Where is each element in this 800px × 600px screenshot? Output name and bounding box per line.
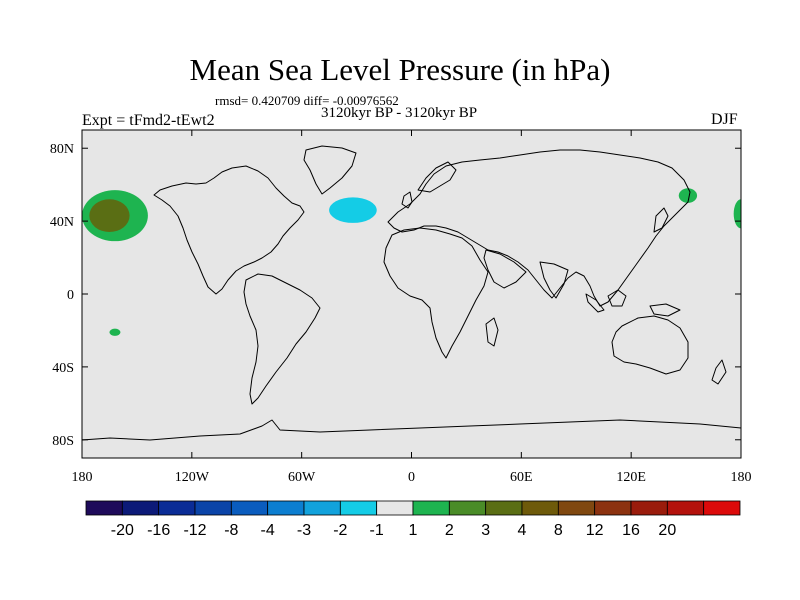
colorbar-swatch: [230, 500, 269, 516]
colorbar-label: -8: [224, 522, 238, 539]
experiment-label: Expt = tFmd2-tEwt2: [82, 112, 215, 129]
colorbar-swatch: [666, 500, 705, 516]
coastline-south-america: [243, 273, 321, 405]
x-tick-label: 0: [408, 470, 415, 485]
season-label: DJF: [711, 111, 738, 128]
coastline-africa: [383, 227, 489, 359]
anomaly-region-3: [678, 188, 698, 203]
colorbar-label: 3: [481, 522, 490, 539]
colorbar-label: -1: [370, 522, 384, 539]
coastline-antarctica: [82, 419, 741, 441]
y-tick-label: 80N: [50, 142, 74, 157]
colorbar-label: -2: [333, 522, 347, 539]
colorbar-swatch: [485, 500, 523, 516]
colorbar-swatch: [267, 500, 305, 516]
x-tick-label: 180: [72, 470, 93, 485]
coastline-borneo: [607, 289, 627, 307]
colorbar-label: 16: [622, 522, 640, 539]
colorbar-swatch: [521, 500, 559, 516]
colorbar-label: 1: [409, 522, 418, 539]
colorbar-label: 2: [445, 522, 454, 539]
coastline-great-britain: [401, 191, 413, 209]
x-tick-label: 180: [731, 470, 752, 485]
y-tick-label: 0: [67, 288, 74, 303]
coastline-scandinavia: [417, 161, 457, 193]
colorbar-label: -12: [183, 522, 206, 539]
y-tick-label: 40S: [52, 361, 74, 376]
colorbar-swatch: [412, 500, 450, 516]
x-tick-label: 60W: [288, 470, 316, 485]
map-background: [82, 130, 741, 458]
period-text: 3120kyr BP - 3120kyr BP: [321, 105, 478, 121]
coastline-madagascar: [485, 317, 499, 347]
stats-text: rmsd= 0.420709 diff= -0.00976562: [215, 93, 399, 108]
colorbar-swatch: [448, 500, 487, 516]
colorbar-label: -3: [297, 522, 311, 539]
coastline-india: [539, 261, 569, 299]
coastline-sumatra: [585, 293, 605, 313]
colorbar-label: 8: [554, 522, 563, 539]
y-tick-label: 80S: [52, 434, 74, 449]
coastline-greenland: [303, 145, 357, 195]
colorbar-swatch: [703, 500, 741, 516]
coastline-eurasia: [387, 149, 691, 307]
x-tick-label: 60E: [510, 470, 533, 485]
colorbar-swatch: [630, 500, 668, 516]
chart-title: Mean Sea Level Pressure (in hPa): [189, 52, 611, 87]
anomaly-region-2: [329, 197, 377, 223]
coastline-new-zealand: [711, 359, 727, 385]
colorbar-swatch: [339, 500, 378, 516]
colorbar-swatch: [303, 500, 341, 516]
y-tick-label: 40N: [50, 215, 74, 230]
colorbar-swatch: [557, 500, 596, 516]
coastline-australia: [611, 315, 689, 375]
coastlines: [82, 145, 741, 441]
x-tick-label: 120E: [616, 470, 646, 485]
colorbar-swatch: [594, 500, 632, 516]
colorbar-label: -20: [111, 522, 134, 539]
colorbar-label: -4: [261, 522, 275, 539]
anomaly-region-5: [109, 328, 121, 336]
coastline-arabia: [483, 249, 527, 289]
coastline-japan: [653, 207, 669, 233]
colorbar-swatch: [158, 500, 196, 516]
colorbar-label: 4: [518, 522, 527, 539]
colorbar-label: 12: [586, 522, 604, 539]
x-tick-label: 120W: [175, 470, 210, 485]
colorbar-swatch: [121, 500, 160, 516]
colorbar: -20 -16 -12 -8 -4 -3 -2 -1 1 2 3 4 8 12 16 20: [85, 500, 741, 539]
axis-ticks: 180 120W 60W 0 60E 120E 180 80N 40N 0 40S 80S: [50, 130, 752, 485]
coastline-north-america: [153, 165, 305, 295]
coastline-new-guinea: [649, 303, 681, 317]
colorbar-swatch: [85, 500, 123, 516]
colorbar-swatch: [376, 500, 414, 516]
colorbar-label: 20: [658, 522, 676, 539]
anomaly-region-1: [89, 199, 130, 233]
colorbar-label: -16: [147, 522, 170, 539]
colorbar-swatch: [194, 500, 232, 516]
